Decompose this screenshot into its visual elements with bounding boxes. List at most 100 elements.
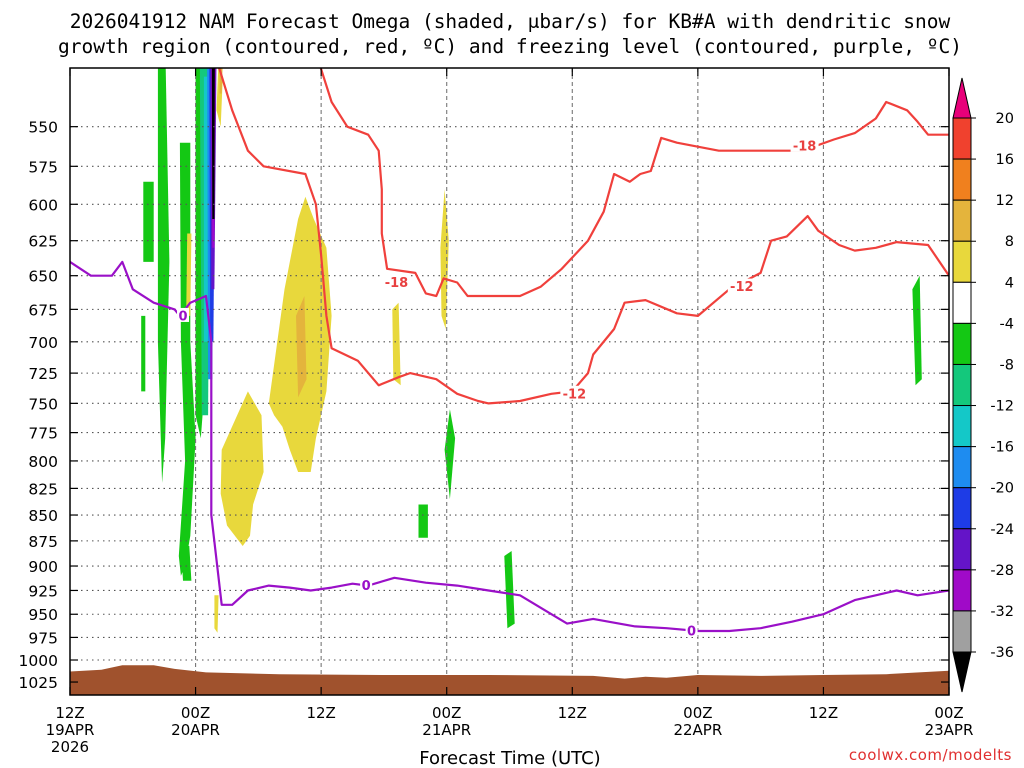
colorbar-swatch [952,117,972,160]
contour-label-bg [727,278,756,293]
plot-area: -18 -18 -12 -12 0 0 0 [70,68,949,695]
colorbar-label: -4 [1000,316,1014,332]
y-tick-label: 650 [28,268,58,286]
y-tick-label: 600 [28,196,58,214]
x-tick-label: 00Z [934,704,963,722]
y-tick-label: 800 [28,453,58,471]
contour-label: -12 [730,280,754,295]
colorbar-swatch [952,446,972,489]
credit-text: coolwx.com/modelts [849,746,1012,764]
x-tick-label: 12Z [306,704,335,722]
grid-lines [70,68,949,695]
y-tick-label: 975 [28,629,58,647]
terrain-fill [70,665,949,695]
colorbar-label: 8 [1005,234,1014,250]
contour-label-bg [560,385,589,400]
colorbar-label: -36 [990,645,1014,661]
y-tick-label: 700 [28,334,58,352]
x-tick-label: 12Z [55,704,84,722]
x-tick-label: 00Z [432,704,461,722]
contour-label: -18 [793,139,817,154]
omega-region-3 [178,142,196,576]
omega-region-1 [143,181,154,262]
x-tick-date: 21APR [422,721,471,739]
x-tick-label: 00Z [683,704,712,722]
contour-label: 0 [687,624,696,639]
omega-region-16 [211,68,215,219]
y-tick-label: 675 [28,301,58,319]
contour-label-bg [790,137,819,152]
contour-label-bg [360,577,373,592]
colorbar-swatch [952,405,972,448]
contour-label-bg [685,622,698,637]
colorbar-label: 12 [996,193,1014,209]
y-tick-label: 900 [28,558,58,576]
colorbar-bottom-arrow [952,651,972,693]
omega-region-2 [141,315,146,392]
colorbar-label: -16 [990,440,1014,456]
omega-region-19 [214,595,219,633]
contour-label: 0 [178,309,187,324]
contours: -18 -18 -12 -12 0 0 0 [70,68,949,639]
x-tick-label: 12Z [558,704,587,722]
x-tick-date: 20APR [171,721,220,739]
colorbar-label: -20 [990,481,1014,497]
chart-title-line1: 2026041912 NAM Forecast Omega (shaded, μ… [70,10,951,33]
colorbar-swatch [952,281,972,324]
plot-frame [69,67,950,696]
colorbar-swatch [952,322,972,365]
omega-region-20 [220,391,264,546]
contour-label: 0 [362,579,371,594]
colorbar-label: -12 [990,399,1014,415]
y-axis: 550 575 600 625 650 675 700 725 750 775 800 825 850 8… [19,119,949,692]
colorbar-swatch [952,610,972,653]
y-tick-label: 925 [28,582,58,600]
colorbar-label: 16 [996,152,1014,168]
y-tick-label: 850 [28,507,58,525]
colorbar-label: 20 [996,111,1014,127]
colorbar-label: -32 [990,604,1014,620]
colorbar-swatch [952,487,972,530]
contour-line-dendritic_upper [319,68,949,298]
x-tick-year: 2026 [51,738,89,756]
omega-shading [141,68,922,633]
y-tick-label: 575 [28,158,58,176]
y-tick-label: 875 [28,533,58,551]
colorbar-swatch [952,158,972,201]
x-tick-date: 23APR [925,721,974,739]
y-tick-label: 750 [28,395,58,413]
contour-label-bg [177,307,190,322]
y-tick-label: 775 [28,425,58,443]
x-tick-date: 19APR [46,721,95,739]
x-tick-label: 00Z [181,704,210,722]
colorbar-swatch [952,569,972,612]
colorbar-label: -24 [990,522,1014,538]
y-tick-label: 1025 [19,674,58,692]
y-tick-label: 725 [28,365,58,383]
colorbar-label: -8 [1000,357,1014,373]
colorbar-top-arrow [952,77,972,119]
omega-region-4 [180,546,192,581]
y-tick-label: 625 [28,233,58,251]
omega-region-0 [157,68,170,483]
x-axis-title: Forecast Time (UTC) [419,748,600,768]
colorbar-label: -28 [990,563,1014,579]
colorbar-swatch [952,199,972,242]
omega-region-7 [418,504,428,538]
omega-region-24 [296,296,307,398]
y-tick-label: 950 [28,606,58,624]
omega-region-8 [504,551,515,629]
y-tick-label: 1000 [19,652,58,670]
omega-region-6 [444,409,456,500]
x-tick-date: 22APR [673,721,722,739]
colorbar-swatch [952,363,972,407]
omega-region-22 [392,302,401,386]
colorbar-swatch [952,528,972,571]
y-tick-label: 550 [28,119,58,137]
contour-label: -12 [563,387,587,402]
colorbar-swatch [952,240,972,283]
chart-title-line2: growth region (contoured, red, ºC) and f… [58,35,962,58]
contour-label: -18 [385,276,409,291]
